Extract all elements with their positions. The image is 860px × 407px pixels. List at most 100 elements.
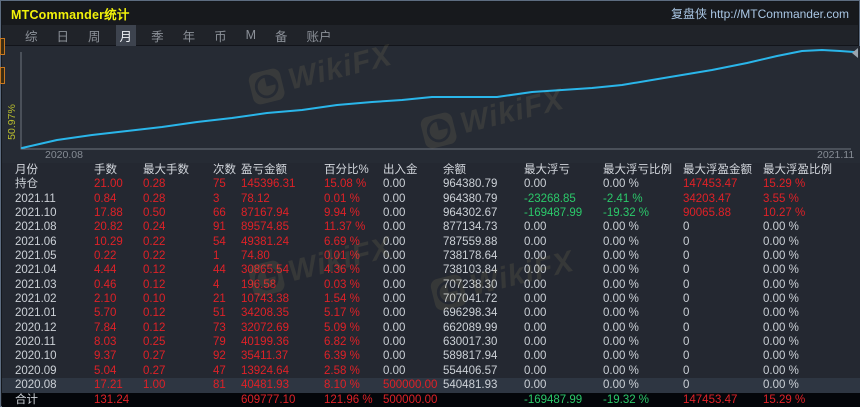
cell: 0.00 % xyxy=(603,235,639,248)
background-window-sliver xyxy=(0,67,5,84)
table-row-13[interactable]: 2020.09 5.04 0.27 47 13924.64 2.58 % 0.00 55440… xyxy=(2,364,860,378)
table-row-1[interactable]: 2021.11 0.84 0.28 3 78.12 0.01 % 0.00 964380.79… xyxy=(2,192,860,206)
cell: 0.27 xyxy=(143,364,166,377)
cell: 40199.36 xyxy=(241,336,289,349)
cell: 0.00 % xyxy=(603,178,639,191)
cell: 4.44 xyxy=(94,264,117,277)
menu-item-3[interactable]: 月 xyxy=(115,24,137,46)
column-header-1: 手数 xyxy=(94,164,117,176)
column-header-5: 百分比% xyxy=(324,164,369,176)
cell: 0.00 % xyxy=(603,293,639,306)
column-header-9: 最大浮亏比例 xyxy=(603,164,672,176)
column-header-2: 最大手数 xyxy=(143,164,189,176)
cell: 74.80 xyxy=(241,250,270,263)
cell: 0.00 % xyxy=(763,278,799,291)
equity-chart: 50.97% 2020.08 2021.11 xyxy=(2,46,860,163)
cell: 17.88 xyxy=(94,207,123,220)
menu-item-8[interactable]: 备 xyxy=(275,29,288,44)
chart-canvas xyxy=(20,49,855,150)
table-row-8[interactable]: 2021.02 2.10 0.10 21 10743.38 1.54 % 0.00 70704… xyxy=(2,292,860,306)
brand-link[interactable]: 复盘侠 http://MTCommander.com xyxy=(670,7,849,21)
cell: 2020.12 xyxy=(15,321,57,334)
cell: 2.10 xyxy=(94,293,117,306)
cell: -169487.99 xyxy=(524,207,583,220)
table-row-2[interactable]: 2021.10 17.88 0.50 66 87167.94 9.94 % 0.00 9643… xyxy=(2,206,860,220)
cell: 0.00 % xyxy=(603,307,639,320)
table-row-3[interactable]: 2021.08 20.82 0.24 91 89574.85 11.37 % 0.00 877… xyxy=(2,220,860,234)
cell: 2021.10 xyxy=(15,207,57,220)
cell: 0.01 % xyxy=(324,192,360,205)
menu-item-7[interactable]: M xyxy=(245,28,257,42)
cell: 9.94 % xyxy=(324,207,360,220)
cell: 662089.99 xyxy=(443,321,498,334)
cell: 609777.10 xyxy=(241,393,296,406)
cell: 0.00 xyxy=(383,293,406,306)
cell: 0.01 % xyxy=(324,250,360,263)
scroll-arrow-icon[interactable] xyxy=(852,48,858,58)
cell: 0.00 xyxy=(383,264,406,277)
cell: 0.00 % xyxy=(603,264,639,277)
cell: 1.54 % xyxy=(324,293,360,306)
table-row-15[interactable]: 合计 131.24 609777.10 121.96 % 500000.00 -16948… xyxy=(2,392,860,407)
cell: 0 xyxy=(683,364,690,377)
table-row-9[interactable]: 2021.01 5.70 0.12 51 34208.35 5.17 % 0.00 69629… xyxy=(2,306,860,320)
cell: 0.00 xyxy=(383,178,406,191)
table-body: 持仓 21.00 0.28 75 145396.31 15.08 % 0.00 964380.… xyxy=(2,177,860,407)
cell: 0.50 xyxy=(143,207,166,220)
column-header-8: 最大浮亏 xyxy=(524,164,570,176)
menu-item-5[interactable]: 年 xyxy=(182,29,196,44)
cell: 0.00 xyxy=(524,178,547,191)
cell: 0.00 % xyxy=(763,250,799,263)
table-row-5[interactable]: 2021.05 0.22 0.22 1 74.80 0.01 % 0.00 738178.64… xyxy=(2,249,860,263)
cell: 32072.69 xyxy=(241,321,289,334)
cell: 5.70 xyxy=(94,307,117,320)
cell: 0.00 % xyxy=(763,264,799,277)
cell: 0.00 % xyxy=(603,336,639,349)
table-row-0[interactable]: 持仓 21.00 0.28 75 145396.31 15.08 % 0.00 964380.… xyxy=(2,177,860,191)
table-row-14[interactable]: 2020.08 17.21 1.00 81 40481.93 8.10 % 500000.0… xyxy=(2,378,860,393)
cell: 持仓 xyxy=(15,178,38,191)
table-row-6[interactable]: 2021.04 4.44 0.12 44 30865.54 4.36 % 0.00 73810… xyxy=(2,263,860,277)
cell: 6.39 % xyxy=(324,350,360,363)
menu-item-1[interactable]: 日 xyxy=(56,29,70,44)
cell: 0 xyxy=(683,278,690,291)
menu-item-9[interactable]: 账户 xyxy=(306,29,332,44)
cell: 10743.38 xyxy=(241,293,289,306)
cell: 0 xyxy=(683,293,690,306)
cell: 0.00 % xyxy=(763,321,799,334)
table-row-10[interactable]: 2020.12 7.84 0.12 73 32072.69 5.09 % 0.00 66208… xyxy=(2,321,860,335)
cell: 0.00 xyxy=(524,379,547,392)
cell: 0.00 xyxy=(524,336,547,349)
cell: 589817.94 xyxy=(443,350,498,363)
cell: 2021.06 xyxy=(15,235,57,248)
cell: 4.36 % xyxy=(324,264,360,277)
cell: 0.00 xyxy=(383,364,406,377)
menu-item-0[interactable]: 综 xyxy=(25,29,38,44)
cell: 0.00 % xyxy=(603,250,639,263)
menu-item-2[interactable]: 周 xyxy=(88,29,101,44)
cell: 0.00 xyxy=(524,221,547,234)
cell: 11.37 % xyxy=(324,221,366,234)
cell: 2.58 % xyxy=(324,364,360,377)
cell: 0 xyxy=(683,307,690,320)
cell: 44 xyxy=(213,264,226,277)
cell: 738178.64 xyxy=(443,250,498,263)
cell: 0.00 % xyxy=(763,350,799,363)
cell: 35411.37 xyxy=(241,350,289,363)
cell: 2020.08 xyxy=(15,379,57,392)
table-row-4[interactable]: 2021.06 10.29 0.22 54 49381.24 6.69 % 0.00 7875… xyxy=(2,235,860,249)
menu-item-6[interactable]: 币 xyxy=(214,29,227,44)
cell: 0.00 xyxy=(524,307,547,320)
table-row-7[interactable]: 2021.03 0.46 0.12 4 196.58 0.03 % 0.00 707238.3… xyxy=(2,278,860,292)
cell: 0.00 xyxy=(524,235,547,248)
cell: 0.00 xyxy=(383,235,406,248)
cell: 0.28 xyxy=(143,178,166,191)
table-row-11[interactable]: 2020.11 8.03 0.25 79 40199.36 6.82 % 0.00 63001… xyxy=(2,335,860,349)
table-row-12[interactable]: 2020.10 9.37 0.27 92 35411.37 6.39 % 0.00 58981… xyxy=(2,349,860,363)
menu-item-4[interactable]: 季 xyxy=(151,29,164,44)
column-header-4: 盈亏金额 xyxy=(241,164,287,176)
cell: 0.00 xyxy=(524,321,547,334)
cell: 696298.34 xyxy=(443,307,498,320)
cell: 0.00 xyxy=(524,350,547,363)
cell: 0.28 xyxy=(143,192,166,205)
